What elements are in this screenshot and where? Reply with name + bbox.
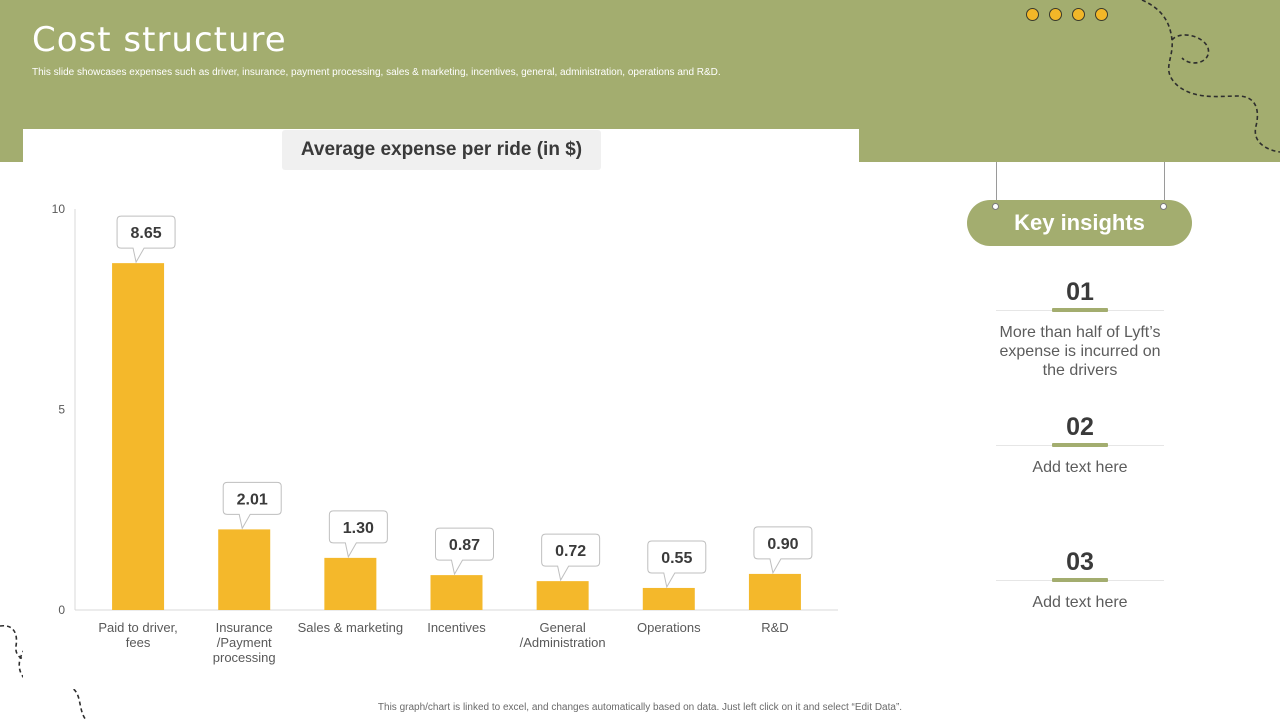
data-label: 1.30 (343, 520, 374, 537)
insight-text: Add text here (1032, 459, 1128, 476)
bar (430, 575, 483, 610)
footnote: This graph/chart is linked to excel, and… (377, 702, 903, 713)
key-insights-heading: Key insights (967, 200, 1192, 246)
insight-number: 03 (1066, 548, 1094, 576)
x-tick-label: Paid to driver, fees (98, 620, 178, 650)
data-label: 0.55 (661, 550, 692, 567)
bar (112, 263, 165, 610)
data-label: 0.72 (555, 543, 586, 560)
data-label-callout (647, 540, 707, 589)
bar (642, 587, 695, 610)
data-label-callout (541, 533, 601, 582)
insight-number: 02 (1066, 413, 1094, 441)
dot-icon (1049, 8, 1062, 21)
data-label: 2.01 (237, 491, 268, 508)
x-tick-label: Insurance/Payment processing (213, 620, 276, 665)
insight-text: More than half of Lyft’s expense is incu… (999, 324, 1161, 379)
data-label: 0.87 (449, 537, 480, 554)
insight-divider (996, 443, 1164, 449)
dashed-swirl-top-right (1141, 0, 1280, 153)
data-label: 8.65 (131, 225, 162, 242)
y-tick-label: 0 (58, 603, 65, 617)
x-tick-label: Sales & marketing (298, 620, 404, 635)
decorative-dots (1026, 8, 1108, 21)
bar (536, 581, 589, 610)
page-title: Cost structure (32, 20, 287, 60)
dot-icon (1095, 8, 1108, 21)
pin-icon (992, 203, 999, 210)
pin-icon (1160, 203, 1167, 210)
insight-item-01: 01 More than half of Lyft’s expense is i… (996, 278, 1164, 380)
x-tick-label: General/Administration (520, 620, 606, 650)
y-tick-label: 5 (58, 403, 65, 417)
dot-icon (1026, 8, 1039, 21)
page-subtitle: This slide showcases expenses such as dr… (32, 67, 721, 78)
insight-divider (996, 578, 1164, 584)
hanger-line (996, 162, 997, 206)
x-tick-label: Operations (637, 620, 701, 635)
insight-divider (996, 308, 1164, 314)
hanger-line (1164, 162, 1165, 206)
bar (218, 529, 271, 610)
chart-title: Average expense per ride (in $) (282, 130, 601, 170)
insight-item-02: 02 Add text here (996, 413, 1164, 477)
data-label-callout (116, 215, 176, 264)
insight-item-03: 03 Add text here (996, 548, 1164, 612)
data-label-callout (222, 481, 282, 530)
data-label-callout (753, 526, 813, 575)
insight-text: Add text here (1032, 594, 1128, 611)
x-tick-label: R&D (761, 620, 788, 635)
data-label-callout (435, 527, 494, 576)
dot-icon (1072, 8, 1085, 21)
data-label: 0.90 (767, 536, 798, 553)
data-label-callout (328, 510, 388, 559)
y-tick-label: 10 (52, 202, 66, 216)
bar (748, 573, 801, 610)
insight-number: 01 (1066, 278, 1094, 306)
x-tick-label: Incentives (427, 620, 486, 635)
bar (324, 557, 377, 610)
